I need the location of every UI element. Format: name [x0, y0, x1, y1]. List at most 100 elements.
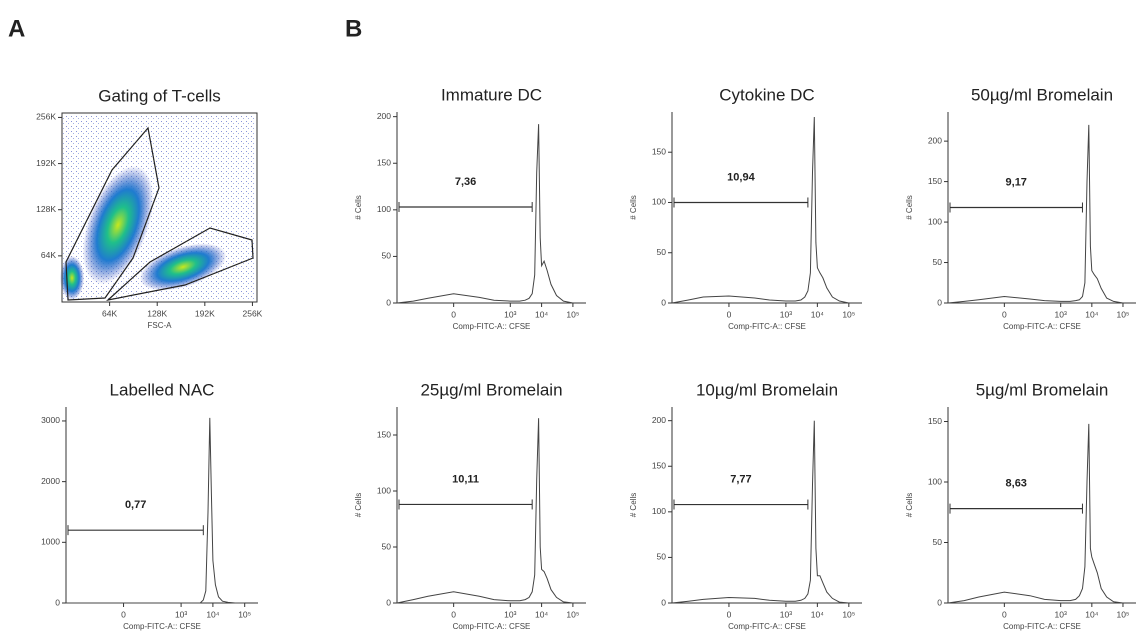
y-tick-label: 100 [652, 506, 666, 516]
x-tick-label: 10⁴ [535, 609, 548, 619]
histogram-curve [947, 423, 1124, 604]
x-axis-label: Comp-FITC-A:: CFSE [123, 622, 201, 631]
y-tick-label: 100 [652, 197, 666, 207]
y-tick-label: 150 [928, 416, 942, 426]
gate-label: 10,11 [452, 473, 479, 485]
gate-label: 10,94 [727, 171, 755, 183]
x-tick-label: 10³ [780, 609, 792, 619]
gate-label: 7,36 [455, 176, 476, 188]
gate-label: 7,77 [730, 473, 751, 485]
x-tick-label: 0 [727, 309, 732, 319]
x-tick-label: 10⁵ [1116, 309, 1129, 319]
chart-title: 5µg/ml Bromelain [976, 380, 1109, 399]
x-tick-label: 10⁵ [1116, 609, 1129, 619]
x-tick-label: 128K [147, 308, 167, 318]
y-axis-label: # Cells [905, 195, 914, 219]
panel-label: B [345, 15, 362, 42]
chart-title: Immature DC [441, 85, 542, 104]
y-tick-label: 0 [55, 597, 60, 607]
y-tick-label: 2000 [41, 476, 60, 486]
y-tick-label: 0 [386, 297, 391, 307]
x-tick-label: 10⁵ [842, 609, 855, 619]
y-tick-label: 1000 [41, 537, 60, 547]
y-tick-label: 0 [661, 297, 666, 307]
y-tick-label: 50 [382, 251, 392, 261]
x-tick-label: 64K [102, 308, 117, 318]
chart-title: Gating of T-cells [98, 86, 221, 105]
y-tick-label: 150 [377, 429, 391, 439]
gate-label: 8,63 [1006, 478, 1027, 490]
x-axis-label: FSC-A [148, 321, 173, 330]
histogram-curve [671, 420, 849, 604]
x-tick-label: 0 [1002, 309, 1007, 319]
x-tick-label: 10³ [780, 309, 792, 319]
y-tick-label: 150 [377, 157, 391, 167]
gate-label: 0,77 [125, 499, 146, 511]
x-tick-label: 0 [1002, 609, 1007, 619]
y-tick-label: 200 [377, 111, 391, 121]
y-tick-label: 0 [937, 297, 942, 307]
y-tick-label: 0 [937, 597, 942, 607]
x-axis-label: Comp-FITC-A:: CFSE [453, 322, 531, 331]
y-tick-label: 128K [36, 204, 56, 214]
y-tick-label: 150 [652, 146, 666, 156]
histogram-curve [671, 116, 849, 304]
y-axis-label: # Cells [354, 493, 363, 517]
x-axis-label: Comp-FITC-A:: CFSE [1003, 322, 1081, 331]
y-axis-label: # Cells [629, 195, 638, 219]
x-tick-label: 0 [727, 609, 732, 619]
x-tick-label: 10⁴ [811, 309, 824, 319]
y-tick-label: 100 [377, 204, 391, 214]
x-tick-label: 192K [195, 308, 215, 318]
x-tick-label: 10⁴ [206, 609, 219, 619]
y-tick-label: 50 [933, 257, 943, 267]
x-tick-label: 10⁴ [1085, 309, 1098, 319]
y-tick-label: 200 [928, 135, 942, 145]
y-tick-label: 50 [657, 247, 667, 257]
histogram-curve [396, 124, 573, 304]
x-tick-label: 0 [121, 609, 126, 619]
x-tick-label: 10³ [175, 609, 187, 619]
panel-label: A [8, 15, 25, 42]
y-tick-label: 100 [928, 476, 942, 486]
x-axis-label: Comp-FITC-A:: CFSE [728, 322, 806, 331]
y-tick-label: 150 [652, 461, 666, 471]
gate-label: 9,17 [1006, 176, 1027, 188]
chart-title: Labelled NAC [110, 380, 215, 399]
y-axis-label: # Cells [354, 195, 363, 219]
x-tick-label: 0 [451, 609, 456, 619]
y-axis-label: # Cells [905, 493, 914, 517]
chart-title: Cytokine DC [719, 85, 814, 104]
histogram-curve [947, 124, 1124, 304]
y-tick-label: 100 [377, 485, 391, 495]
x-tick-label: 10³ [504, 609, 516, 619]
y-tick-label: 256K [36, 112, 56, 122]
x-tick-label: 10⁴ [535, 309, 548, 319]
x-tick-label: 10³ [1055, 309, 1067, 319]
x-tick-label: 10⁵ [238, 609, 251, 619]
x-tick-label: 10⁵ [842, 309, 855, 319]
y-tick-label: 3000 [41, 415, 60, 425]
y-tick-label: 50 [382, 541, 392, 551]
x-axis-label: Comp-FITC-A:: CFSE [453, 622, 531, 631]
histogram-curve [396, 418, 573, 604]
y-tick-label: 64K [41, 250, 56, 260]
y-tick-label: 0 [661, 597, 666, 607]
chart-title: 50µg/ml Bromelain [971, 85, 1113, 104]
x-tick-label: 10³ [504, 309, 516, 319]
y-axis-label: # Cells [629, 493, 638, 517]
y-tick-label: 50 [657, 552, 667, 562]
histogram-curve [66, 417, 245, 604]
x-tick-label: 256K [243, 308, 263, 318]
chart-title: 10µg/ml Bromelain [696, 380, 838, 399]
chart-title: 25µg/ml Bromelain [420, 380, 562, 399]
y-tick-label: 100 [928, 216, 942, 226]
y-tick-label: 200 [652, 415, 666, 425]
density-cloud [60, 114, 256, 302]
y-tick-label: 192K [36, 158, 56, 168]
x-tick-label: 10⁴ [811, 609, 824, 619]
y-tick-label: 0 [386, 597, 391, 607]
x-tick-label: 10⁵ [566, 309, 579, 319]
x-tick-label: 10³ [1055, 609, 1067, 619]
